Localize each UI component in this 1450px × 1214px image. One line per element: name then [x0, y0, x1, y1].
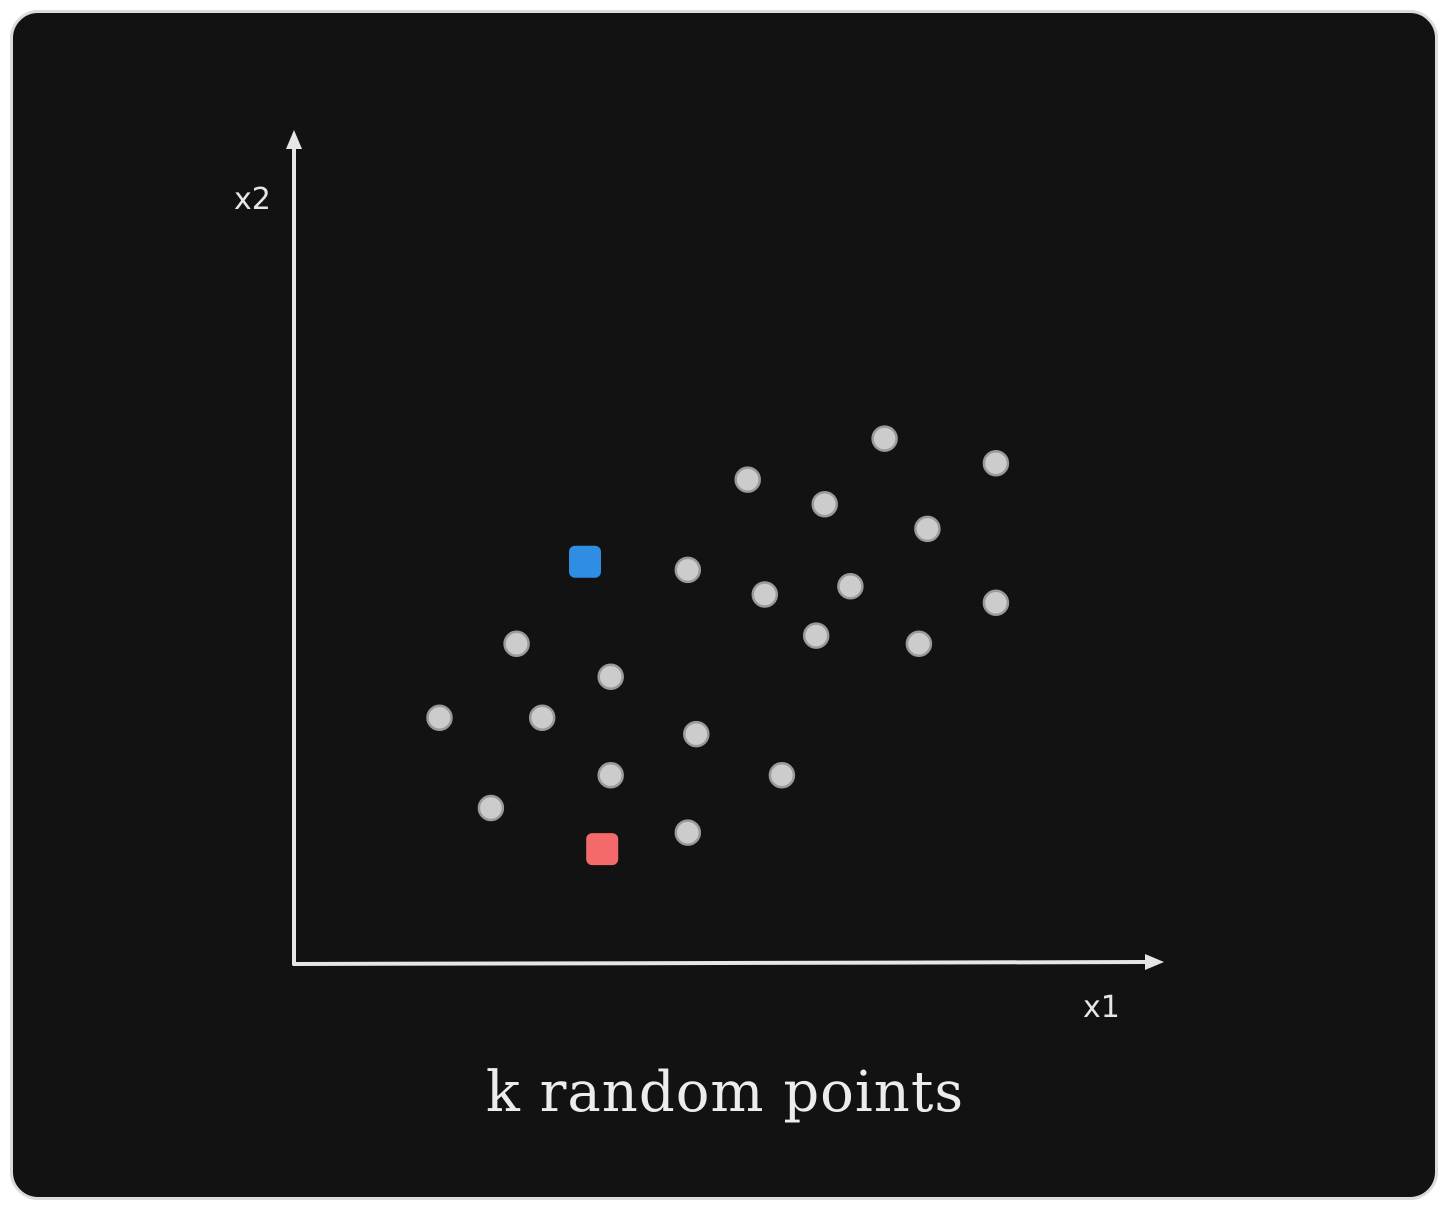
- random-point-blue: [569, 545, 601, 578]
- data-points: [426, 425, 1010, 866]
- data-point-12: [768, 761, 796, 789]
- data-point-10: [734, 466, 761, 493]
- scatter-diagram: x2 x1 k random points: [234, 130, 1164, 1125]
- data-point-16: [871, 425, 898, 452]
- data-point-7: [674, 819, 702, 846]
- data-point-5: [597, 663, 624, 690]
- diagram-frame: x2 x1 k random points: [10, 10, 1438, 1200]
- data-point-1: [426, 704, 453, 731]
- data-point-18: [914, 515, 941, 543]
- data-point-17: [905, 630, 933, 658]
- data-point-15: [837, 573, 864, 600]
- data-point-6: [597, 761, 624, 789]
- y-axis-label: x2: [234, 182, 271, 217]
- data-point-9: [683, 720, 710, 748]
- data-point-14: [811, 490, 838, 518]
- data-point-20: [982, 589, 1010, 617]
- axes: [286, 130, 1164, 970]
- x-axis-line: [292, 960, 1152, 966]
- data-point-4: [477, 794, 505, 822]
- data-point-3: [528, 704, 556, 731]
- data-point-19: [982, 449, 1010, 477]
- random-point-red: [586, 833, 619, 866]
- data-point-11: [751, 581, 779, 608]
- y-axis-arrowhead: [286, 130, 302, 149]
- x-axis-label: x1: [1083, 990, 1120, 1025]
- data-point-8: [674, 556, 702, 584]
- data-point-2: [503, 630, 530, 658]
- diagram-caption: k random points: [486, 1060, 964, 1125]
- x-axis-arrowhead: [1145, 954, 1164, 970]
- data-point-13: [802, 622, 830, 649]
